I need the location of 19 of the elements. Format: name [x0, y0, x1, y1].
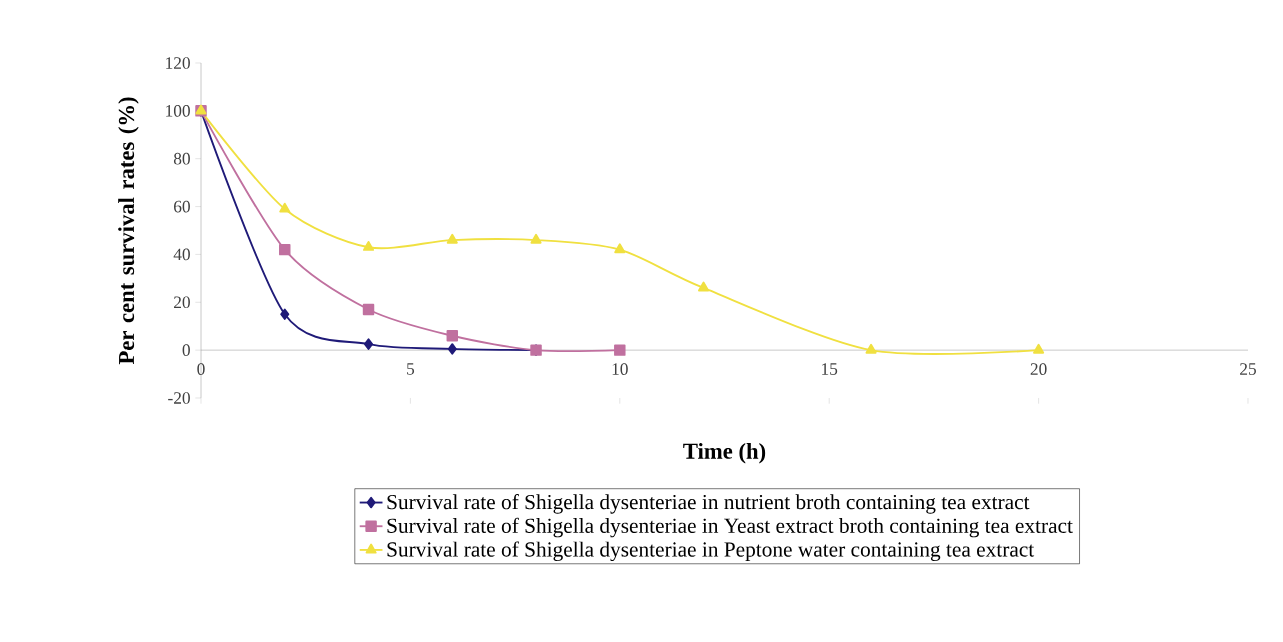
y-axis-title: Per cent survival rates (%): [118, 97, 139, 365]
legend-label: Survival rate of Shigella dysenteriae in Peptone water containing tea extract: [387, 541, 1035, 562]
legend-label: Survival rate of Shigella dysenteriae in nutrient broth containing tea extract: [387, 494, 1030, 514]
x-tick-label: 25: [1240, 363, 1256, 375]
y-tick-label: -20: [168, 392, 190, 404]
x-tick-label: 20: [1030, 363, 1047, 375]
x-axis-title: Time (h): [683, 442, 766, 464]
y-tick-label: 80: [173, 152, 190, 165]
y-tick-label: 0: [182, 344, 190, 356]
y-tick-label: 40: [173, 248, 190, 261]
y-tick-label: 20: [174, 296, 190, 309]
x-tick-label: 0: [197, 363, 205, 375]
x-tick-label: 15: [822, 363, 838, 375]
legend-label: Survival rate of Shigella dysenteriae in Yeast extract broth containing tea extract: [387, 517, 1073, 538]
x-tick-label: 10: [612, 363, 628, 375]
y-tick-label: 100: [166, 105, 190, 117]
y-tick-label: 120: [166, 57, 190, 69]
y-tick-label: 60: [174, 200, 190, 213]
x-tick-label: 5: [407, 363, 415, 375]
